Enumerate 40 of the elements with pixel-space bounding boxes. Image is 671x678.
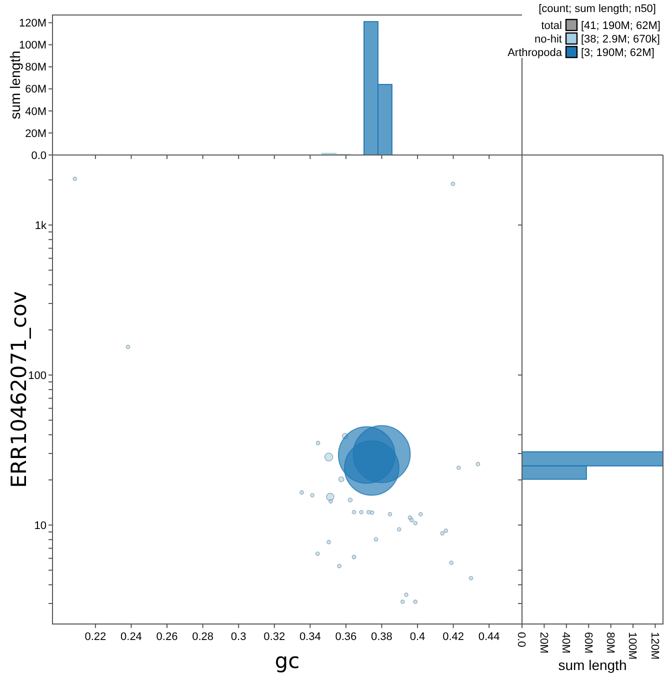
x-axis-title: sum length	[558, 657, 627, 673]
x-tick-label: 120M	[648, 632, 660, 660]
x-tick-label: 40M	[560, 632, 572, 654]
y-tick-label: 20M	[25, 128, 46, 140]
x-tick-label: 0.38	[371, 631, 392, 643]
x-tick-label: 0.3	[230, 631, 246, 643]
y-axis-title: ERR10462071_cov	[7, 291, 31, 488]
x-tick-label: 0.36	[335, 631, 357, 643]
x-tick-label: 0.0	[515, 632, 528, 648]
y-tick-label: 10	[34, 520, 46, 532]
x-tick-label: 0.44	[478, 631, 500, 643]
x-tick-label: 0.42	[442, 631, 464, 643]
text: [3; 190M; 62M]	[581, 46, 654, 59]
y-tick-label: 100	[28, 370, 46, 382]
x-tick-label: 0.26	[156, 631, 178, 643]
x-tick-label: 80M	[604, 632, 616, 654]
category-label: total	[541, 20, 562, 32]
x-tick-label: 20M	[537, 632, 550, 654]
category-label: Arthropoda	[508, 46, 563, 59]
x-tick-label: 60M	[582, 632, 594, 654]
x-tick-label: 0.24	[120, 631, 142, 643]
x-tick-label: 0.34	[299, 631, 321, 643]
y-tick-label: 80M	[25, 62, 46, 74]
y-tick-label: 120M	[18, 18, 46, 30]
x-tick-label: 0.32	[264, 631, 286, 643]
text: [41; 190M; 62M]	[581, 20, 660, 32]
y-tick-label: 40M	[25, 106, 46, 118]
category-label: no-hit	[534, 33, 562, 46]
y-tick-label: 0.0	[31, 150, 46, 162]
text: [38; 2.9M; 670k]	[581, 33, 660, 46]
y-tick-label: 60M	[25, 84, 46, 96]
text: [count; sum length; n50]	[538, 3, 656, 15]
y-tick-label: 1k	[34, 220, 47, 232]
x-tick-label: 0.28	[192, 631, 214, 643]
x-tick-label: 0.4	[410, 631, 426, 643]
y-axis-title: sum length	[7, 50, 23, 120]
x-tick-label: 100M	[626, 632, 638, 660]
y-tick-label: 100M	[18, 40, 46, 52]
x-axis-title: gc	[274, 649, 300, 673]
x-tick-label: 0.22	[84, 631, 106, 643]
